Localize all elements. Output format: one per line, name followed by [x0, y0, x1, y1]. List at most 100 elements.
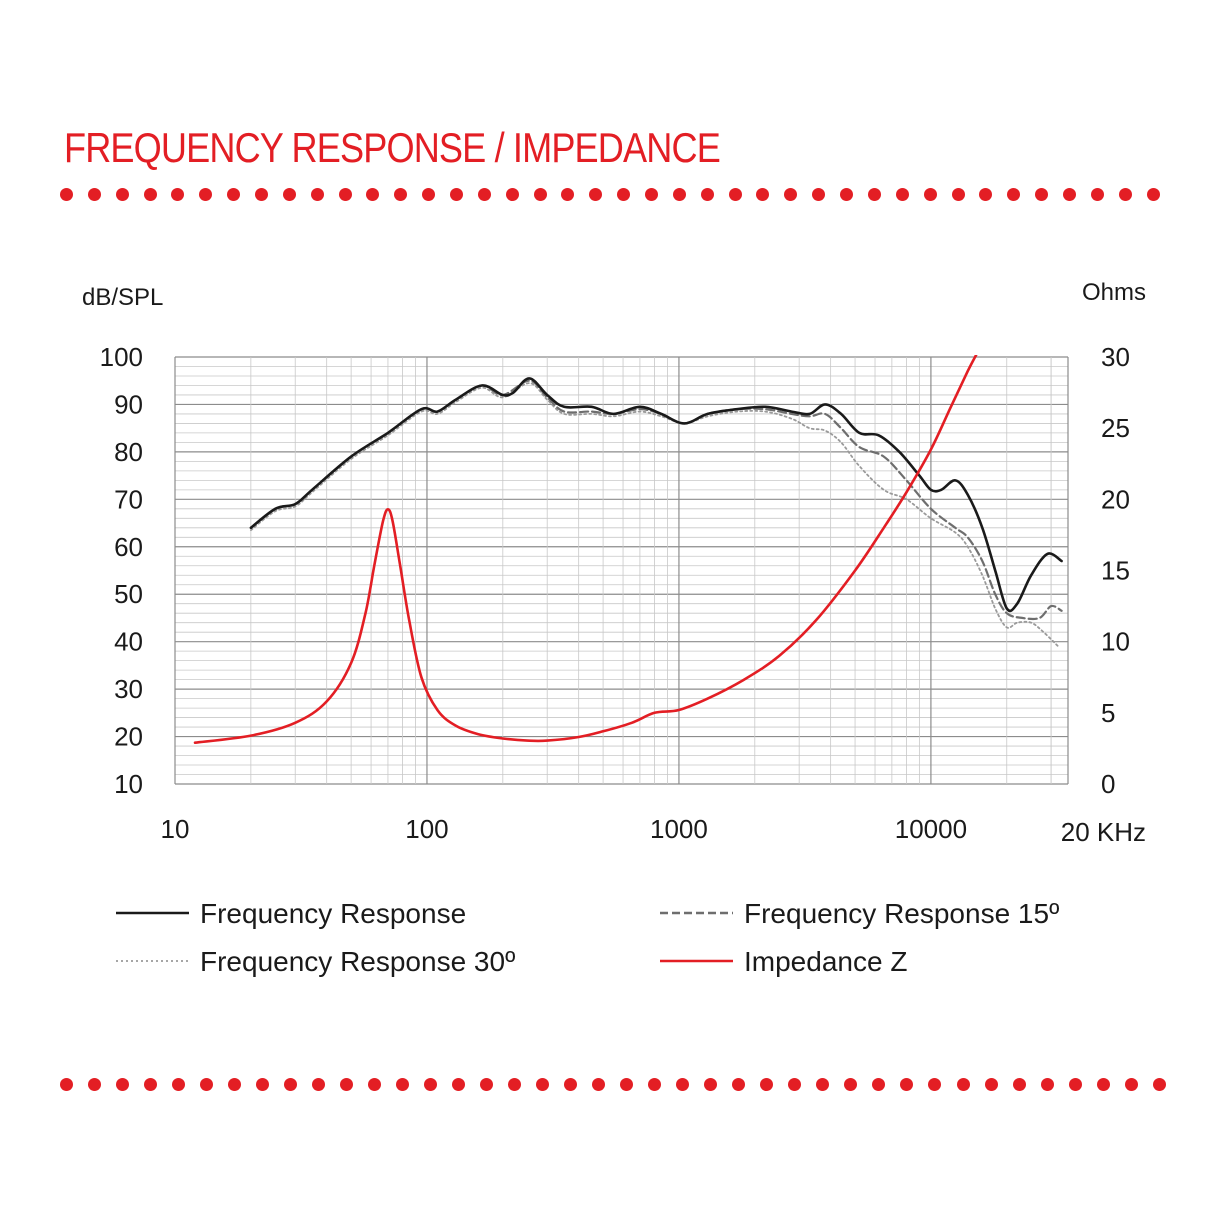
chart-grid — [174, 356, 1069, 785]
y-left-tick-label: 60 — [114, 532, 143, 562]
divider-dot — [564, 1077, 578, 1091]
divider-dot — [1062, 187, 1076, 201]
x-tick-label: 10 — [161, 814, 190, 844]
y-left-tick-label: 70 — [114, 484, 143, 514]
divider-dot — [508, 1077, 522, 1091]
divider-dot — [256, 1077, 270, 1091]
divider-dot — [840, 187, 854, 201]
divider-dot — [732, 1077, 746, 1091]
y-right-tick-label: 10 — [1101, 627, 1130, 657]
legend-label: Frequency Response — [200, 898, 466, 929]
divider-dot — [956, 1077, 970, 1091]
divider-dot — [561, 187, 575, 201]
series-layer — [193, 355, 1063, 744]
divider-dot — [422, 187, 436, 201]
divider-dot — [87, 187, 101, 201]
divider-dot — [648, 1077, 662, 1091]
divider-dot — [312, 1077, 326, 1091]
y-left-tick-label: 30 — [114, 674, 143, 704]
divider-dot — [227, 187, 241, 201]
divider-dot — [536, 1077, 550, 1091]
y-left-tick-label: 90 — [114, 389, 143, 419]
y-left-tick-label: 80 — [114, 437, 143, 467]
divider-dot — [1007, 187, 1021, 201]
divider-dot — [1152, 1077, 1166, 1091]
divider-dot — [199, 187, 213, 201]
y-left-axis-label: dB/SPL — [82, 284, 163, 311]
divider-dot — [872, 1077, 886, 1091]
divider-dot — [951, 187, 965, 201]
divider-dot — [60, 187, 73, 201]
divider-dot — [676, 1077, 690, 1091]
divider-dot — [923, 187, 937, 201]
divider-dot — [704, 1077, 718, 1091]
divider-dot — [116, 1077, 130, 1091]
divider-dot — [592, 1077, 606, 1091]
divider-dot — [812, 187, 826, 201]
divider-dot — [60, 1077, 73, 1091]
y-left-tick-label: 20 — [114, 722, 143, 752]
divider-dot — [366, 187, 380, 201]
divider-dot — [928, 1077, 942, 1091]
divider-dot — [1012, 1077, 1026, 1091]
divider-top — [60, 186, 1160, 202]
divider-dot — [284, 1077, 298, 1091]
y-right-tick-label: 25 — [1101, 413, 1130, 443]
y-left-tick-label: 10 — [114, 769, 143, 799]
divider-dot — [1068, 1077, 1082, 1091]
divider-bottom — [60, 1076, 1166, 1092]
y-right-axis-label: Ohms — [1082, 279, 1146, 306]
x-tick-label: 100 — [405, 814, 448, 844]
divider-dot — [784, 187, 798, 201]
y-right-tick-label: 15 — [1101, 556, 1130, 586]
divider-dot — [979, 187, 993, 201]
x-end-label: 20 KHz — [1061, 817, 1146, 847]
divider-dot — [645, 187, 659, 201]
divider-dot — [589, 187, 603, 201]
y-left-tick-label: 100 — [100, 342, 143, 372]
divider-dot — [867, 187, 881, 201]
divider-dot — [282, 187, 296, 201]
divider-dot — [505, 187, 519, 201]
divider-dot — [1090, 187, 1104, 201]
divider-dot — [452, 1077, 466, 1091]
divider-dot — [984, 1077, 998, 1091]
divider-dot — [788, 1077, 802, 1091]
x-tick-label: 10000 — [895, 814, 967, 844]
legend-label: Frequency Response 30º — [200, 946, 515, 977]
series-line-impedance-z — [193, 355, 978, 744]
divider-dot — [756, 187, 770, 201]
divider-dot — [340, 1077, 354, 1091]
y-right-tick-label: 5 — [1101, 698, 1115, 728]
divider-dot — [700, 187, 714, 201]
divider-dot — [200, 1077, 214, 1091]
divider-dot — [844, 1077, 858, 1091]
divider-dot — [1146, 187, 1160, 201]
legend-label: Frequency Response 15º — [744, 898, 1059, 929]
divider-dot — [115, 187, 129, 201]
y-right-tick-label: 30 — [1101, 342, 1130, 372]
divider-dot — [88, 1077, 102, 1091]
x-tick-label: 1000 — [650, 814, 708, 844]
divider-dot — [338, 187, 352, 201]
divider-dot — [1040, 1077, 1054, 1091]
divider-dot — [900, 1077, 914, 1091]
divider-dot — [228, 1077, 242, 1091]
divider-dot — [477, 187, 491, 201]
y-right-tick-label: 20 — [1101, 484, 1130, 514]
divider-dot — [450, 187, 464, 201]
divider-dot — [617, 187, 631, 201]
divider-dot — [171, 187, 185, 201]
divider-dot — [895, 187, 909, 201]
divider-dot — [394, 187, 408, 201]
legend-label: Impedance Z — [744, 946, 907, 977]
y-right-tick-label: 0 — [1101, 769, 1115, 799]
divider-dot — [172, 1077, 186, 1091]
series-line-frequency-response-30 — [250, 382, 1060, 648]
chart-legend: Frequency Response Frequency Response 15º… — [116, 898, 1059, 977]
divider-dot — [760, 1077, 774, 1091]
divider-dot — [533, 187, 547, 201]
divider-dot — [816, 1077, 830, 1091]
